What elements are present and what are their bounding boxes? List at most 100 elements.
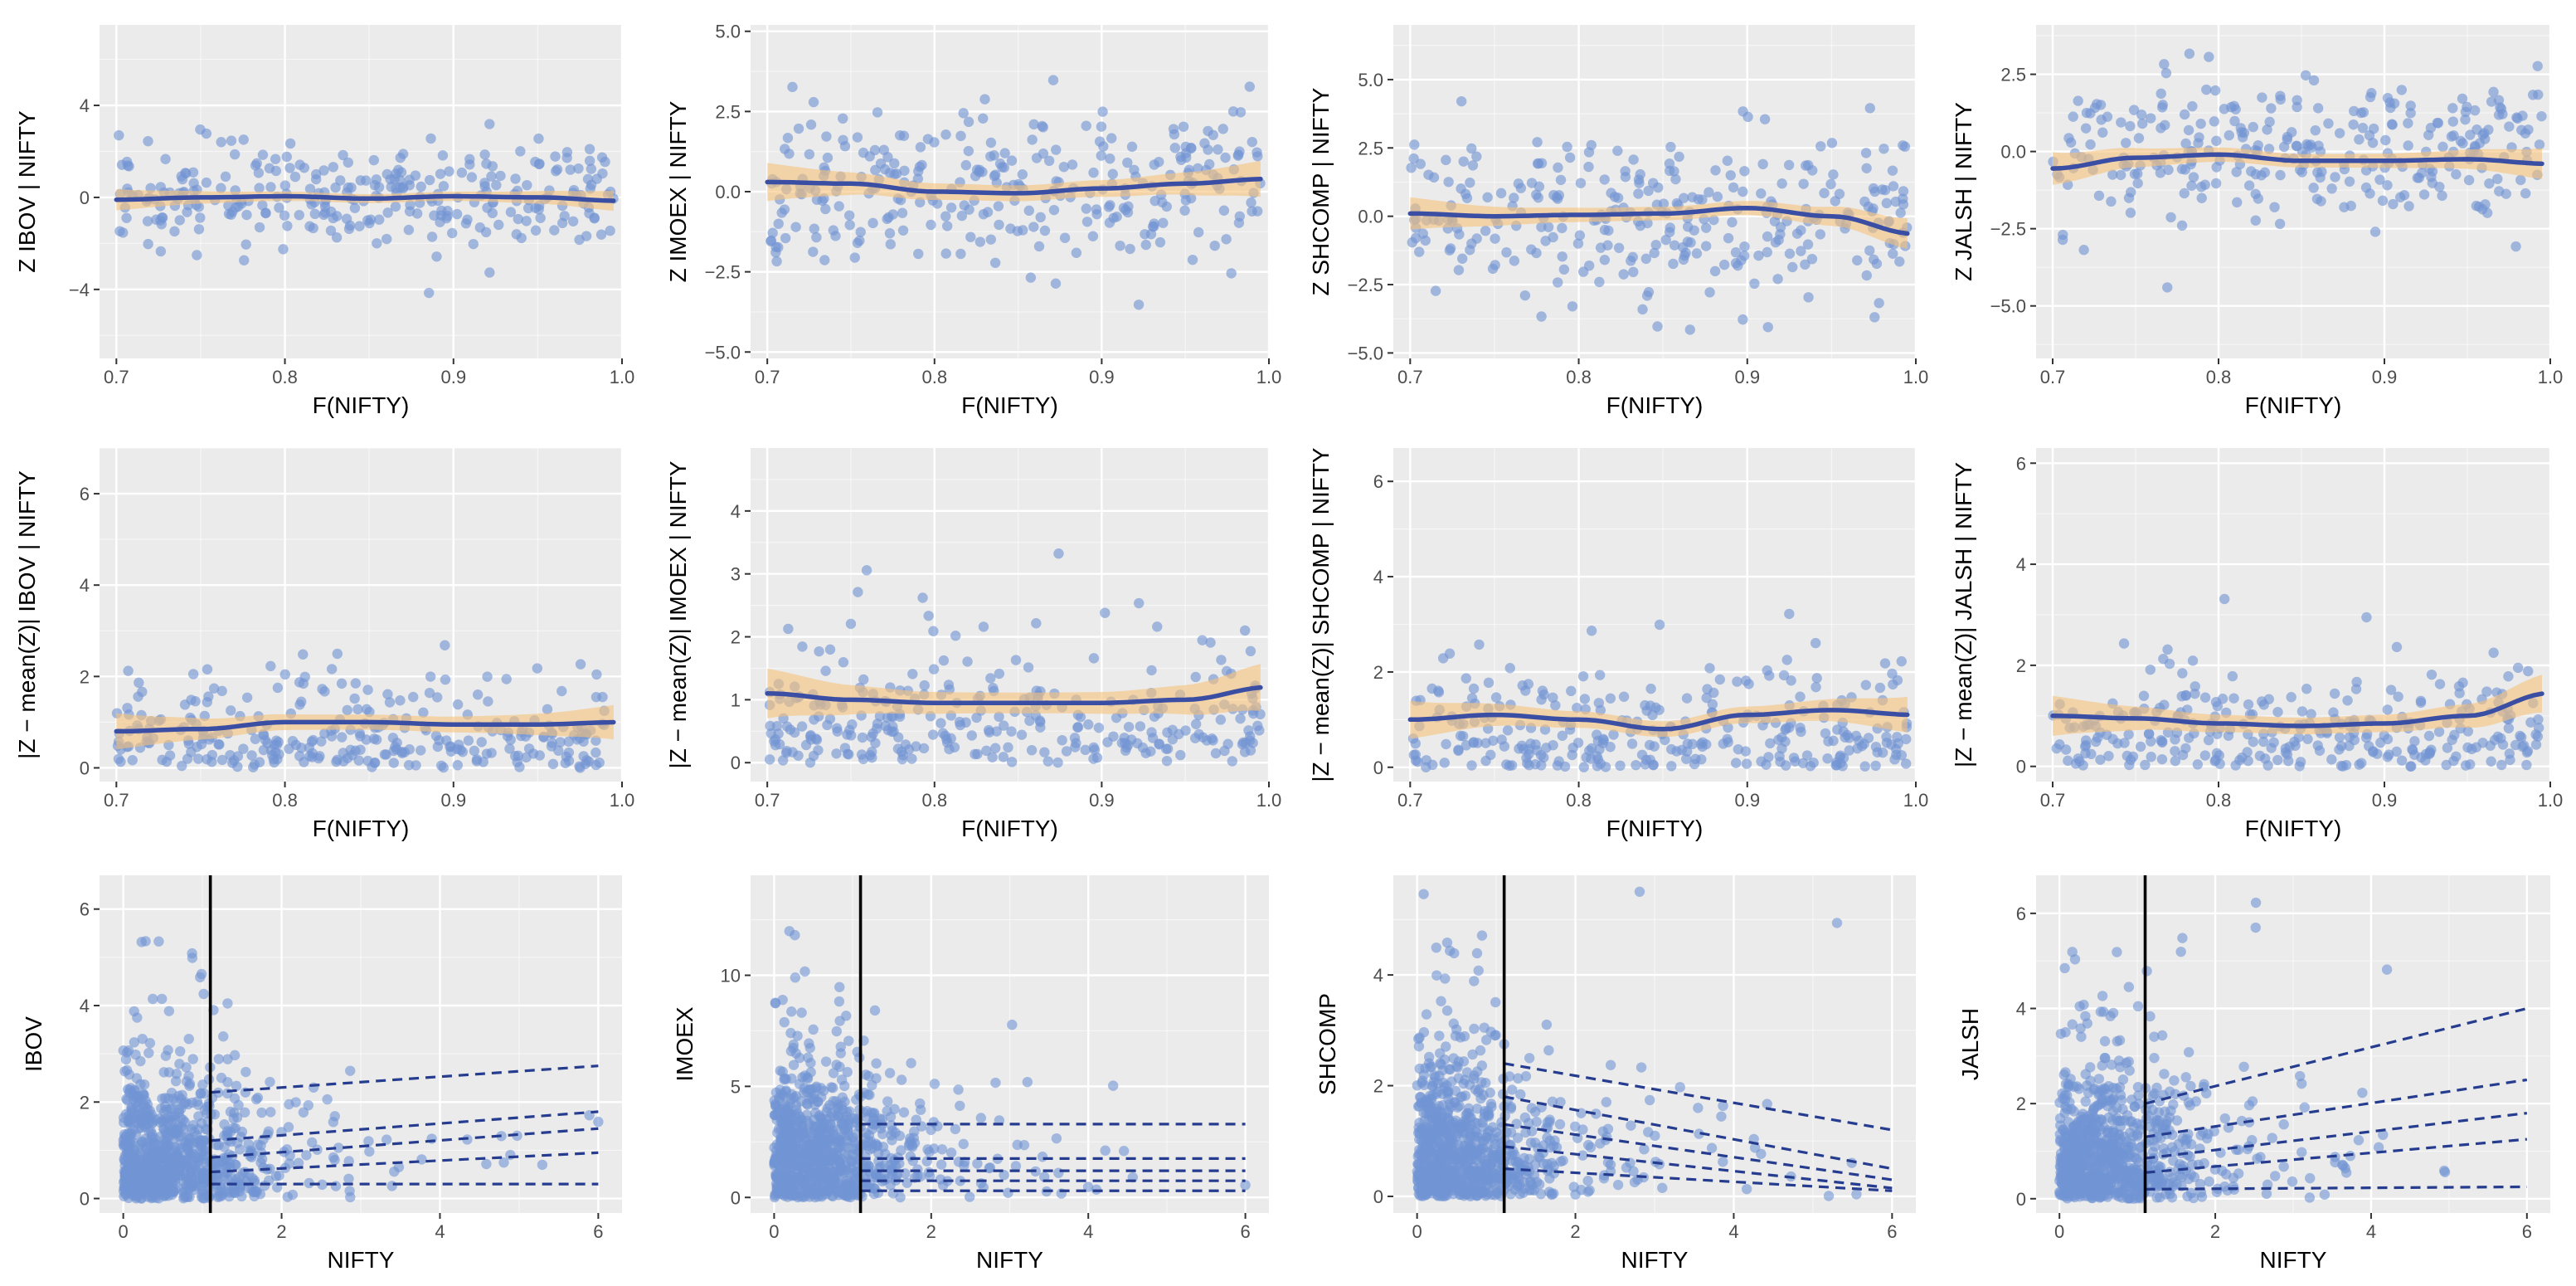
y-tick-label: 0 — [80, 757, 90, 778]
scatter-point — [129, 1037, 140, 1048]
scatter-point — [511, 229, 522, 240]
quantile-line — [210, 1064, 599, 1094]
scatter-point — [926, 219, 936, 231]
plot-layer — [118, 875, 604, 1213]
scatter-point — [1149, 159, 1159, 170]
scatter-point — [153, 1165, 164, 1176]
scatter-point — [306, 736, 318, 747]
scatter-point — [399, 747, 411, 757]
scatter-point — [1100, 607, 1111, 618]
scatter-point — [236, 1126, 248, 1137]
scatter-point — [2170, 755, 2181, 767]
smooth-line — [2050, 691, 2544, 728]
scatter-point — [1725, 170, 1736, 181]
scatter-point — [2523, 665, 2534, 677]
scatter-point — [884, 1068, 896, 1079]
scatter-point — [2253, 139, 2263, 151]
scatter-point — [1665, 165, 1675, 177]
y-tick-label: 1 — [731, 689, 741, 710]
scatter-point — [822, 719, 833, 731]
scatter-point — [1778, 670, 1790, 681]
scatter-point — [2199, 692, 2211, 703]
scatter-point — [2119, 738, 2130, 748]
scatter-point — [998, 752, 1009, 762]
scatter-point — [1896, 655, 1907, 667]
scatter-point — [804, 149, 815, 160]
scatter-point — [1898, 199, 1909, 210]
scatter-point — [772, 1185, 783, 1196]
scatter-point — [2204, 51, 2214, 62]
scatter-point — [282, 1191, 293, 1202]
scatter-point — [885, 1111, 897, 1123]
scatter-point — [1028, 222, 1039, 232]
scatter-point — [2403, 118, 2413, 129]
scatter-point — [134, 1093, 145, 1103]
scatter-point — [936, 1159, 947, 1170]
x-tick-label: 0.8 — [2206, 367, 2232, 387]
scatter-point — [1820, 728, 1831, 739]
scatter-point — [2188, 172, 2199, 183]
scatter-point — [2125, 207, 2136, 218]
scatter-point — [133, 691, 143, 702]
scatter-point — [810, 1121, 822, 1133]
scatter-point — [892, 743, 904, 754]
scatter-point — [333, 1142, 344, 1153]
scatter-point — [265, 182, 276, 192]
scatter-point — [2451, 168, 2462, 180]
scatter-point — [452, 760, 464, 771]
scatter-point — [1016, 729, 1028, 740]
scatter-point — [1530, 758, 1541, 770]
scatter-point — [1780, 736, 1791, 748]
scatter-point — [142, 216, 153, 227]
scatter-point — [272, 682, 284, 694]
y-tick-label: 0 — [80, 1189, 90, 1210]
scatter-point — [1599, 224, 1611, 236]
scatter-point — [328, 212, 338, 224]
scatter-point — [125, 1119, 136, 1131]
scatter-point — [1103, 202, 1115, 212]
scatter-point — [2441, 759, 2452, 771]
scatter-point — [1031, 153, 1043, 163]
scatter-point — [1633, 188, 1644, 199]
scatter-point — [1179, 205, 1190, 217]
scatter-point — [800, 966, 810, 977]
scatter-point — [381, 1134, 392, 1145]
scatter-point — [2092, 99, 2102, 110]
scatter-point — [999, 162, 1009, 173]
scatter-point — [2363, 741, 2374, 752]
scatter-point — [226, 135, 237, 146]
scatter-point — [2196, 182, 2207, 192]
scatter-point — [2405, 100, 2416, 111]
scatter-point — [1075, 711, 1086, 723]
scatter-point — [845, 730, 857, 741]
scatter-point — [1441, 154, 1451, 166]
scatter-point — [1615, 760, 1626, 772]
x-tick-label: 0.9 — [2372, 790, 2398, 811]
scatter-point — [2395, 192, 2406, 202]
scatter-point — [474, 222, 486, 233]
scatter-point — [370, 757, 381, 768]
scatter-point — [1728, 182, 1739, 193]
scatter-point — [2533, 714, 2544, 725]
scatter-point — [2474, 138, 2486, 149]
scatter-point — [1572, 738, 1584, 748]
scatter-point — [1053, 548, 1064, 559]
scatter-point — [2293, 732, 2304, 743]
scatter-point — [1480, 738, 1491, 748]
scatter-point — [796, 1186, 807, 1198]
y-tick-label: 5 — [731, 1076, 741, 1097]
scatter-point — [796, 721, 808, 732]
scatter-point — [843, 748, 854, 760]
x-tick-label: 1.0 — [1903, 790, 1929, 811]
scatter-point — [1674, 1082, 1685, 1093]
scatter-point — [838, 657, 849, 668]
scatter-point — [1708, 687, 1719, 699]
scatter-point — [2179, 109, 2190, 120]
scatter-point — [416, 1154, 427, 1165]
scatter-point — [1819, 188, 1830, 198]
scatter-point — [187, 952, 198, 963]
x-tick-label: 0.7 — [755, 790, 780, 811]
scatter-point — [136, 937, 147, 947]
plot-layer — [769, 875, 1251, 1213]
scatter-point — [1072, 722, 1083, 733]
